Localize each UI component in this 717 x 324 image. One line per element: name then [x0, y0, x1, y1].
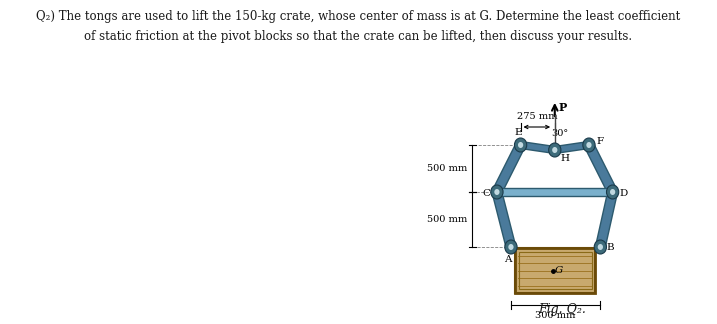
Text: 30°: 30° — [551, 129, 569, 138]
Circle shape — [505, 240, 517, 254]
Text: of static friction at the pivot blocks so that the crate can be lifted, then dis: of static friction at the pivot blocks s… — [85, 30, 632, 43]
Bar — [519, 252, 592, 289]
Circle shape — [515, 138, 527, 152]
Circle shape — [508, 244, 513, 250]
Text: F: F — [596, 137, 603, 146]
Text: G: G — [555, 266, 564, 275]
Text: 500 mm: 500 mm — [427, 215, 467, 224]
Circle shape — [610, 189, 615, 195]
Text: 300 mm: 300 mm — [536, 311, 576, 320]
Circle shape — [518, 142, 523, 148]
Text: H: H — [560, 154, 569, 163]
Bar — [516, 248, 595, 293]
Text: P: P — [559, 102, 566, 113]
Circle shape — [494, 189, 500, 195]
Circle shape — [549, 143, 561, 157]
Text: 275 mm: 275 mm — [518, 112, 558, 121]
Bar — [516, 248, 595, 293]
Circle shape — [598, 244, 603, 250]
Bar — [494, 188, 615, 196]
Text: 500 mm: 500 mm — [427, 164, 467, 173]
Text: A: A — [504, 255, 511, 264]
Text: C: C — [482, 189, 490, 198]
Text: D: D — [619, 189, 628, 198]
Text: Fig. Q₂.: Fig. Q₂. — [538, 303, 586, 316]
Circle shape — [607, 185, 619, 199]
Text: E: E — [514, 128, 522, 137]
Text: B: B — [607, 244, 614, 252]
Text: Q₂) The tongs are used to lift the 150-kg crate, whose center of mass is at G. D: Q₂) The tongs are used to lift the 150-k… — [37, 10, 680, 23]
Circle shape — [587, 142, 592, 148]
Circle shape — [491, 185, 503, 199]
Circle shape — [594, 240, 607, 254]
Circle shape — [552, 147, 557, 153]
Circle shape — [583, 138, 595, 152]
